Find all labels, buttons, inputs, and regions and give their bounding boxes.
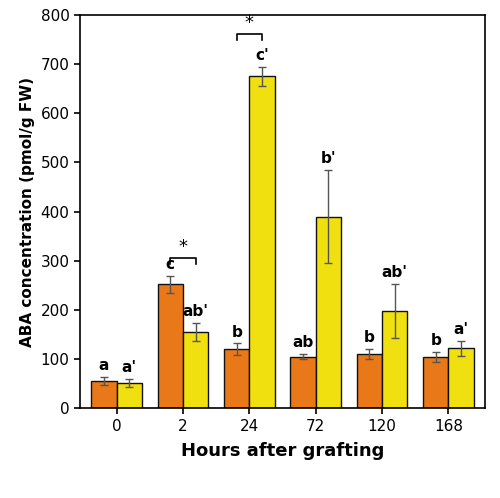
Bar — [116, 383, 141, 408]
Text: ab': ab' — [182, 304, 208, 319]
Text: b: b — [430, 333, 442, 348]
Bar — [250, 76, 274, 408]
Text: a': a' — [454, 322, 468, 337]
Text: *: * — [245, 13, 254, 32]
Text: *: * — [178, 239, 188, 256]
Text: a: a — [98, 359, 109, 374]
Text: c': c' — [255, 48, 269, 63]
Bar — [424, 357, 448, 408]
Bar — [357, 354, 382, 408]
Bar — [183, 332, 208, 408]
Text: ab': ab' — [382, 265, 407, 280]
Bar — [316, 217, 341, 408]
Text: c: c — [166, 256, 175, 271]
Text: a': a' — [122, 360, 136, 375]
Y-axis label: ABA concentration (pmol/g FW): ABA concentration (pmol/g FW) — [20, 77, 35, 347]
Text: b: b — [232, 325, 242, 340]
Bar — [92, 381, 116, 408]
X-axis label: Hours after grafting: Hours after grafting — [181, 442, 384, 460]
Bar — [224, 350, 250, 408]
Text: b: b — [364, 330, 375, 346]
Text: b': b' — [320, 151, 336, 166]
Bar — [382, 311, 407, 408]
Bar — [448, 349, 473, 408]
Bar — [290, 357, 316, 408]
Text: ab: ab — [292, 335, 314, 350]
Bar — [158, 284, 183, 408]
